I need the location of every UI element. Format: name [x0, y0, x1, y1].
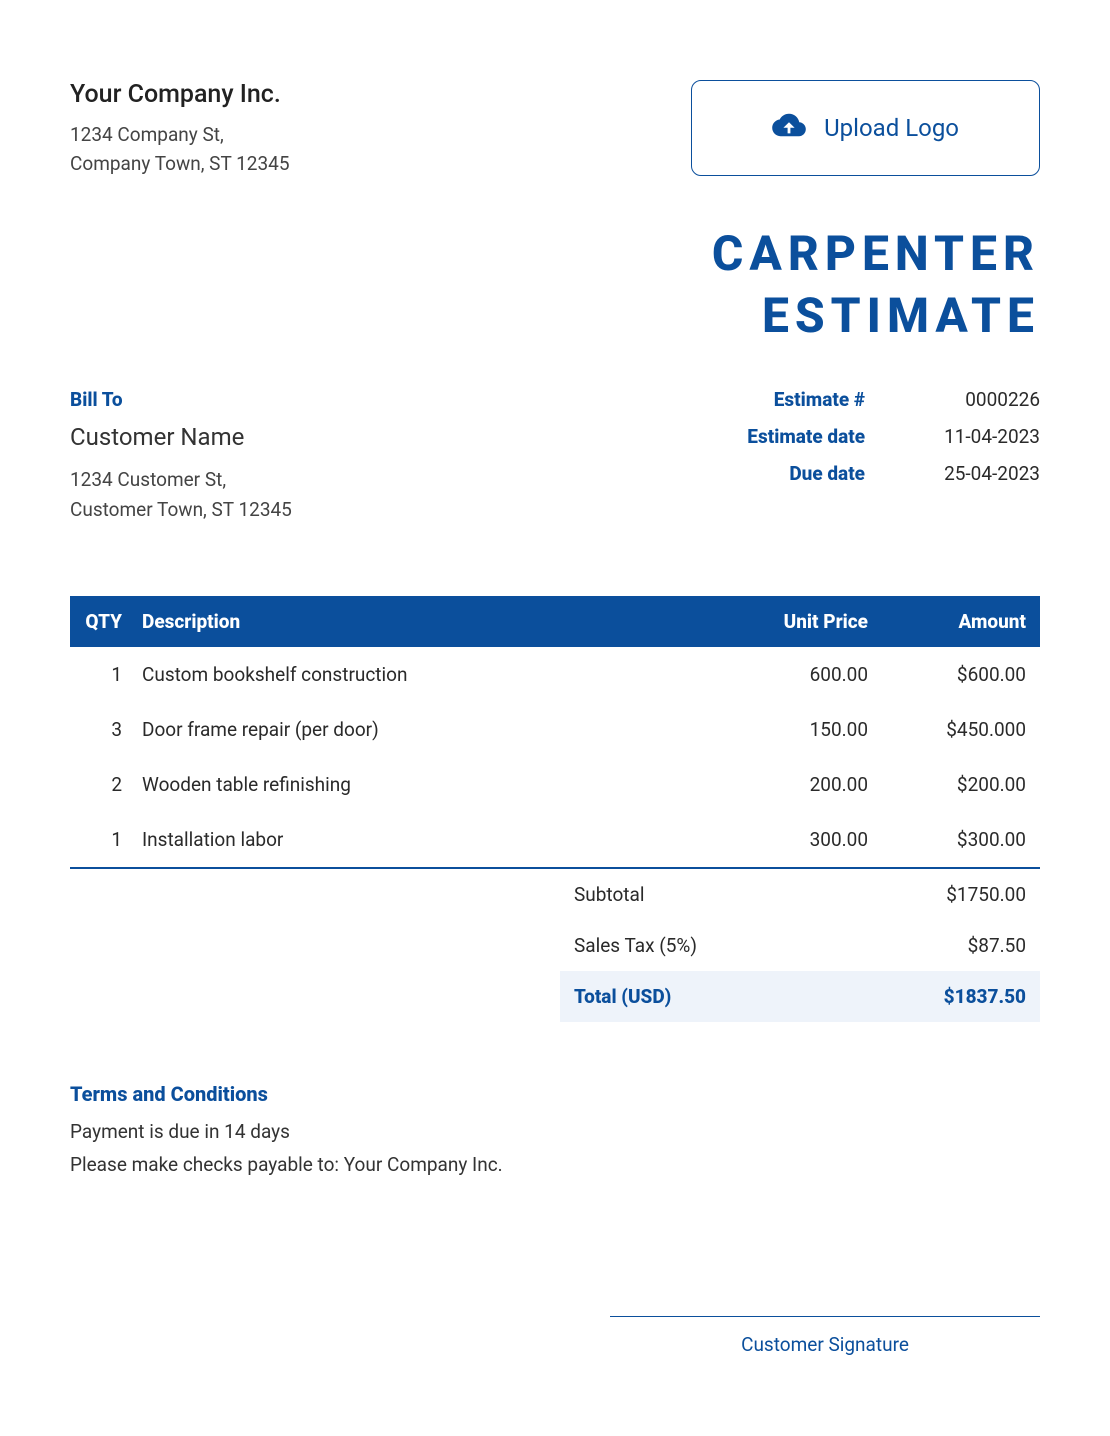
row-description: Door frame repair (per door): [130, 702, 700, 757]
signature-label: Customer Signature: [610, 1333, 1040, 1356]
estimate-date-label: Estimate date: [747, 425, 865, 448]
row-unit-price: 600.00: [700, 647, 880, 702]
tax-value: $87.50: [968, 934, 1026, 957]
company-address-line2: Company Town, ST 12345: [70, 150, 290, 179]
company-block: Your Company Inc. 1234 Company St, Compa…: [70, 80, 290, 178]
grand-total-value: $1837.50: [944, 985, 1026, 1008]
col-unit-price: Unit Price: [700, 596, 880, 647]
company-name: Your Company Inc.: [70, 80, 290, 109]
customer-address: 1234 Customer St, Customer Town, ST 1234…: [70, 465, 292, 526]
row-amount: $600.00: [880, 647, 1040, 702]
row-qty: 1: [70, 812, 130, 868]
row-qty: 2: [70, 757, 130, 812]
table-row: 1Installation labor300.00$300.00: [70, 812, 1040, 868]
table-row: 2Wooden table refinishing200.00$200.00: [70, 757, 1040, 812]
totals-block: Subtotal $1750.00 Sales Tax (5%) $87.50 …: [560, 869, 1040, 1022]
customer-name: Customer Name: [70, 423, 292, 451]
col-description: Description: [130, 596, 700, 647]
cloud-upload-icon: [772, 111, 806, 145]
due-date: 25-04-2023: [920, 462, 1040, 485]
bill-to-block: Bill To Customer Name 1234 Customer St, …: [70, 388, 292, 526]
col-qty: QTY: [70, 596, 130, 647]
terms-label: Terms and Conditions: [70, 1082, 1040, 1106]
row-description: Installation labor: [130, 812, 700, 868]
estimate-meta: Estimate # 0000226 Estimate date 11-04-2…: [747, 388, 1040, 526]
subtotal-label: Subtotal: [574, 883, 644, 906]
col-amount: Amount: [880, 596, 1040, 647]
document-title: CARPENTER ESTIMATE: [70, 223, 1040, 348]
company-address: 1234 Company St, Company Town, ST 12345: [70, 121, 290, 178]
due-date-label: Due date: [789, 462, 865, 485]
row-unit-price: 150.00: [700, 702, 880, 757]
title-line1: CARPENTER: [712, 225, 1040, 282]
signature-block: Customer Signature: [610, 1316, 1040, 1356]
line-items-table: QTY Description Unit Price Amount 1Custo…: [70, 596, 1040, 869]
company-address-line1: 1234 Company St,: [70, 121, 290, 150]
bill-to-label: Bill To: [70, 388, 292, 411]
terms-line1: Payment is due in 14 days: [70, 1120, 1040, 1143]
grand-total-label: Total (USD): [574, 985, 671, 1008]
title-line2: ESTIMATE: [762, 287, 1040, 344]
row-unit-price: 300.00: [700, 812, 880, 868]
estimate-number-label: Estimate #: [774, 388, 865, 411]
row-amount: $200.00: [880, 757, 1040, 812]
upload-logo-button[interactable]: Upload Logo: [691, 80, 1040, 176]
row-unit-price: 200.00: [700, 757, 880, 812]
estimate-number: 0000226: [920, 388, 1040, 411]
customer-address-line2: Customer Town, ST 12345: [70, 495, 292, 525]
terms-block: Terms and Conditions Payment is due in 1…: [70, 1082, 1040, 1176]
row-qty: 1: [70, 647, 130, 702]
row-qty: 3: [70, 702, 130, 757]
terms-line2: Please make checks payable to: Your Comp…: [70, 1153, 1040, 1176]
row-amount: $450.000: [880, 702, 1040, 757]
upload-logo-label: Upload Logo: [824, 114, 959, 142]
row-description: Custom bookshelf construction: [130, 647, 700, 702]
subtotal-value: $1750.00: [946, 883, 1026, 906]
estimate-date: 11-04-2023: [920, 425, 1040, 448]
signature-line: [610, 1316, 1040, 1317]
row-amount: $300.00: [880, 812, 1040, 868]
table-row: 3Door frame repair (per door)150.00$450.…: [70, 702, 1040, 757]
customer-address-line1: 1234 Customer St,: [70, 465, 292, 495]
table-row: 1Custom bookshelf construction600.00$600…: [70, 647, 1040, 702]
row-description: Wooden table refinishing: [130, 757, 700, 812]
tax-label: Sales Tax (5%): [574, 934, 697, 957]
